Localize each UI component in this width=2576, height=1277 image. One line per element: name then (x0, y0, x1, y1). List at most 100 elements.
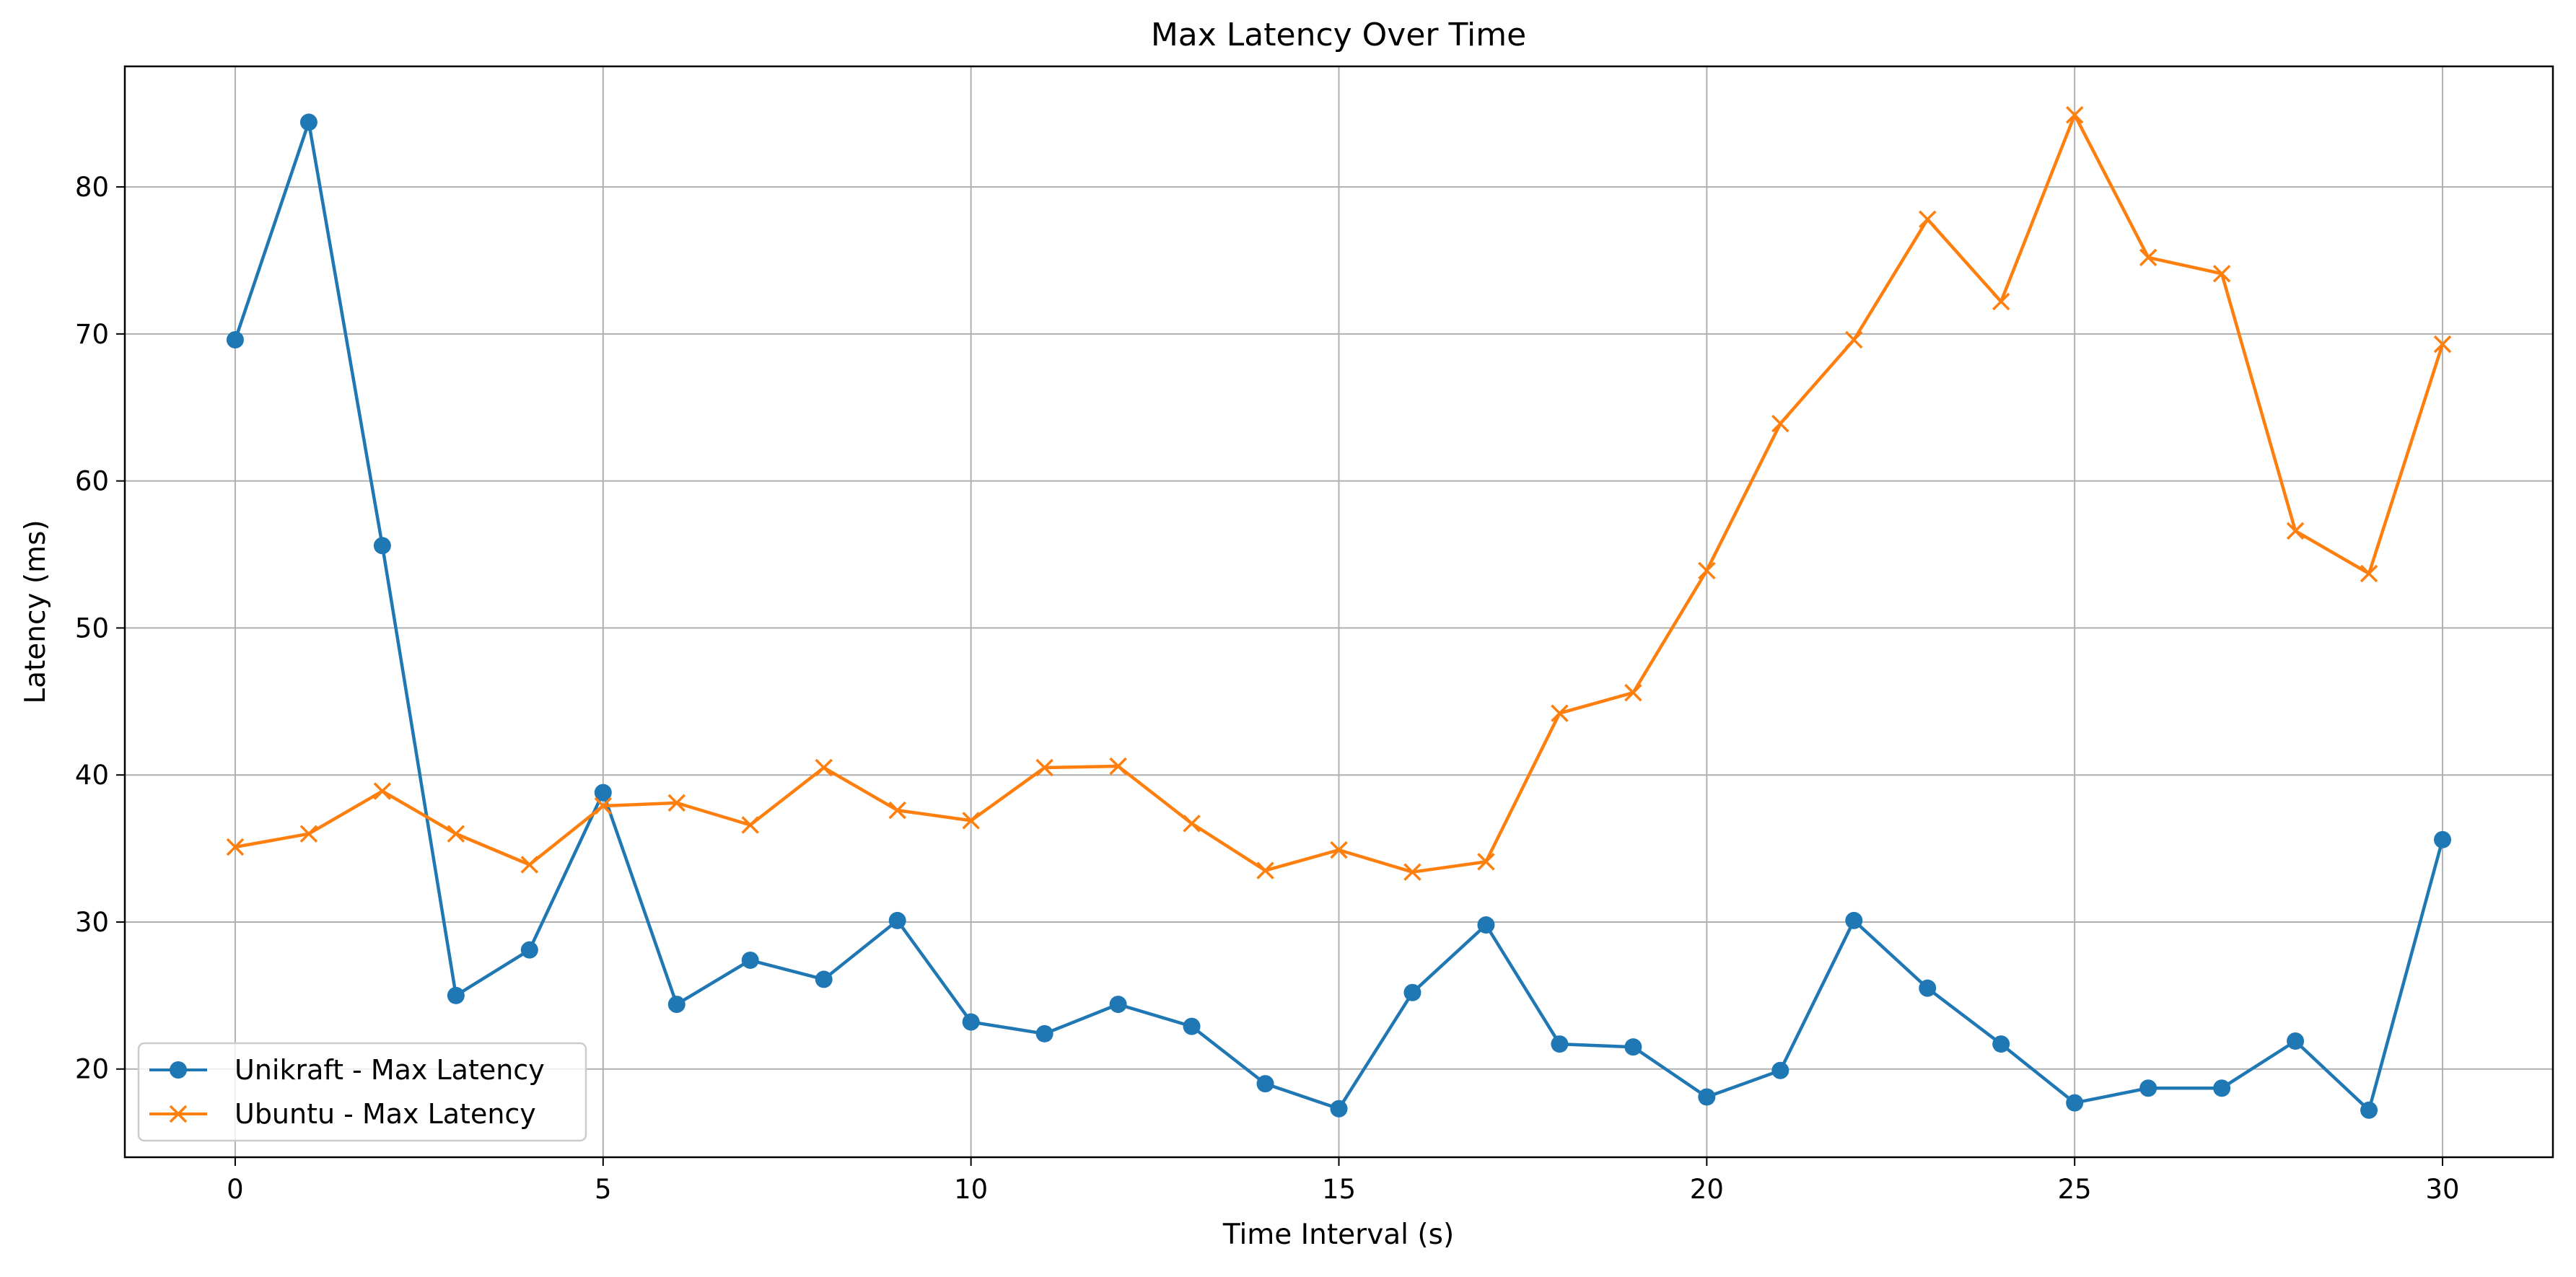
data-point-ubuntu-stroke-b (226, 838, 245, 856)
data-point-unikraft (1624, 1038, 1642, 1056)
data-point-ubuntu (1256, 861, 1274, 879)
data-point-ubuntu-stroke-b (667, 794, 686, 812)
data-point-ubuntu-stroke-b (1992, 292, 2010, 311)
x-tick-label: 30 (2425, 1174, 2459, 1205)
data-point-unikraft (1771, 1061, 1789, 1079)
data-point-unikraft (2213, 1079, 2231, 1097)
data-point-ubuntu (226, 838, 245, 856)
data-point-ubuntu (1330, 841, 1348, 859)
data-point-unikraft (226, 331, 244, 349)
data-point-unikraft (2139, 1079, 2157, 1097)
data-point-ubuntu-stroke-b (962, 812, 980, 830)
data-point-unikraft (520, 941, 538, 959)
legend-box (137, 1042, 587, 1142)
data-point-ubuntu (1845, 330, 1863, 349)
x-tick-label: 20 (1690, 1174, 1724, 1205)
data-point-unikraft (1403, 983, 1421, 1001)
data-point-ubuntu (1771, 414, 1789, 433)
data-point-unikraft (447, 986, 465, 1004)
data-point-ubuntu (520, 856, 539, 874)
data-point-ubuntu-stroke-b (299, 825, 318, 843)
data-point-unikraft (741, 951, 759, 969)
data-point-ubuntu (1183, 815, 1201, 833)
data-point-unikraft (1698, 1088, 1716, 1106)
data-point-ubuntu-stroke-b (594, 797, 613, 815)
data-point-ubuntu-stroke-b (373, 782, 392, 800)
legend: Unikraft - Max Latency Ubuntu - Max Late… (137, 1042, 587, 1142)
legend-label-ubuntu: Ubuntu - Max Latency (235, 1098, 536, 1130)
data-point-unikraft (888, 911, 906, 929)
x-axis-ticks: 0 5 10 15 20 25 30 (227, 1157, 2460, 1205)
data-point-ubuntu-stroke-b (1845, 330, 1863, 349)
data-point-ubuntu (741, 816, 759, 834)
data-point-ubuntu (667, 794, 686, 812)
data-point-ubuntu-stroke-b (447, 825, 465, 843)
series-ubuntu (226, 106, 2452, 881)
data-point-ubuntu (2139, 248, 2157, 267)
data-point-unikraft (2287, 1032, 2305, 1050)
data-point-unikraft (594, 784, 612, 802)
legend-marker-ubuntu (169, 1105, 188, 1123)
data-point-ubuntu-stroke-b (1919, 210, 1937, 229)
data-point-ubuntu (2433, 335, 2452, 354)
y-tick-label: 70 (75, 319, 109, 350)
data-point-ubuntu-stroke-b (2212, 265, 2231, 283)
x-tick-label: 0 (227, 1174, 244, 1205)
y-tick-label: 80 (75, 172, 109, 203)
data-point-ubuntu-stroke-b (815, 758, 833, 777)
x-tick-label: 10 (954, 1174, 988, 1205)
data-point-ubuntu (373, 782, 392, 800)
data-point-ubuntu (1403, 863, 1421, 881)
x-axis-label: Time Interval (s) (1222, 1219, 1454, 1251)
data-point-ubuntu-stroke-b (2139, 248, 2157, 267)
data-point-ubuntu-stroke-b (1256, 861, 1274, 879)
y-tick-label: 60 (75, 466, 109, 497)
data-point-ubuntu (1477, 853, 1495, 871)
data-point-ubuntu-stroke-b (2360, 564, 2378, 583)
data-point-ubuntu (2286, 522, 2305, 540)
data-point-ubuntu-stroke-b (888, 801, 906, 820)
data-point-unikraft (2360, 1101, 2378, 1119)
data-point-ubuntu (2065, 106, 2084, 124)
series-unikraft (226, 113, 2452, 1119)
legend-marker-unikraft (170, 1061, 187, 1079)
y-tick-label: 20 (75, 1054, 109, 1085)
data-point-ubuntu (594, 797, 613, 815)
data-point-ubuntu-stroke-b (1624, 683, 1642, 702)
legend-entry-ubuntu: Ubuntu - Max Latency (149, 1098, 536, 1130)
y-axis-label: Latency (ms) (19, 519, 52, 703)
legend-entry-unikraft: Unikraft - Max Latency (149, 1054, 545, 1086)
data-point-ubuntu-stroke-b (1477, 853, 1495, 871)
y-tick-label: 50 (75, 613, 109, 644)
data-point-unikraft (815, 970, 833, 988)
x-tick-label: 25 (2058, 1174, 2092, 1205)
series-layer (226, 106, 2452, 1119)
data-point-unikraft (1035, 1024, 1053, 1043)
data-point-ubuntu (1698, 561, 1716, 580)
data-point-ubuntu-stroke-b (1771, 414, 1789, 433)
data-point-ubuntu (1992, 292, 2010, 311)
data-point-unikraft (1256, 1075, 1274, 1093)
data-point-ubuntu (1919, 210, 1937, 229)
data-point-ubuntu-stroke-b (1330, 841, 1348, 859)
data-point-ubuntu-stroke-b (520, 856, 539, 874)
y-tick-label: 40 (75, 760, 109, 791)
data-point-ubuntu (815, 758, 833, 777)
data-point-ubuntu (962, 812, 980, 830)
legend-label-unikraft: Unikraft - Max Latency (235, 1054, 545, 1086)
data-point-unikraft (1845, 911, 1863, 929)
data-point-ubuntu-stroke-b (2065, 106, 2084, 124)
data-point-unikraft (373, 537, 391, 555)
y-tick-label: 30 (75, 907, 109, 938)
data-point-ubuntu-stroke-b (741, 816, 759, 834)
data-point-unikraft (1992, 1035, 2010, 1053)
data-point-ubuntu-stroke-b (1183, 815, 1201, 833)
data-point-ubuntu-stroke-b (1035, 758, 1053, 777)
data-point-ubuntu (447, 825, 465, 843)
data-point-unikraft (1551, 1035, 1569, 1053)
data-point-ubuntu (2360, 564, 2378, 583)
chart-title: Max Latency Over Time (1151, 17, 1526, 53)
data-point-ubuntu-stroke-b (1109, 757, 1127, 776)
data-point-unikraft (2434, 830, 2452, 848)
